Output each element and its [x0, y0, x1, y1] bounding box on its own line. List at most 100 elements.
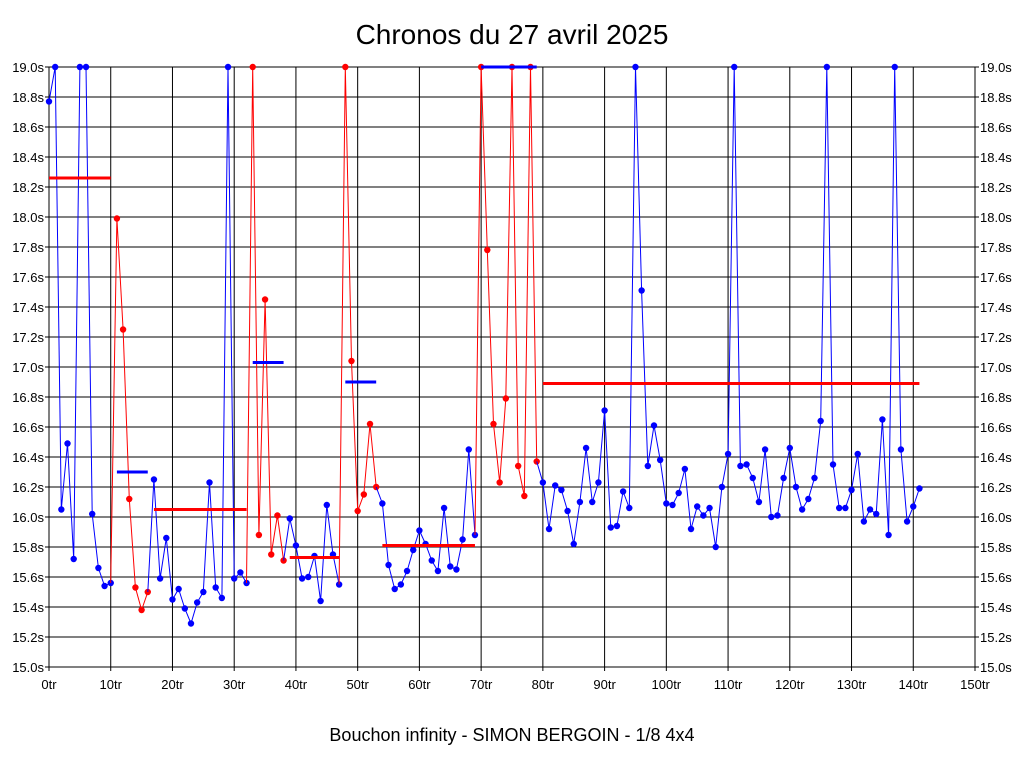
data-point: [163, 534, 170, 542]
data-point: [292, 542, 300, 549]
y-tick-label-right: 17.6s: [980, 270, 1012, 285]
data-point: [89, 510, 96, 518]
data-point: [286, 515, 293, 522]
data-point: [372, 483, 380, 491]
data-point: [743, 461, 750, 468]
y-tick-label-right: 18.6s: [980, 120, 1012, 135]
y-tick-label-right: 15.0s: [980, 660, 1012, 675]
data-point: [51, 63, 59, 71]
data-point: [533, 458, 540, 465]
data-point: [860, 518, 868, 525]
data-point: [193, 599, 201, 606]
data-point: [175, 585, 182, 593]
y-tick-label: 16.8s: [12, 390, 44, 405]
data-point: [156, 575, 164, 582]
x-tick-label: 30tr: [223, 677, 246, 692]
data-point: [416, 527, 423, 534]
y-tick-label: 18.0s: [12, 210, 44, 225]
data-point: [514, 462, 522, 470]
data-point: [298, 575, 306, 582]
data-point: [465, 446, 472, 453]
x-tick-label: 40tr: [285, 677, 308, 692]
data-point: [903, 518, 911, 525]
data-point: [206, 479, 213, 486]
data-point: [403, 567, 411, 575]
data-point: [212, 584, 219, 591]
x-tick-label: 130tr: [837, 677, 867, 692]
data-point: [558, 486, 565, 494]
y-tick-label: 17.8s: [12, 240, 44, 255]
x-tick-label: 80tr: [532, 677, 555, 692]
y-tick-label-right: 16.8s: [980, 390, 1012, 405]
y-tick-label-right: 17.4s: [980, 300, 1012, 315]
data-point: [576, 498, 584, 506]
y-tick-label-right: 17.0s: [980, 360, 1012, 375]
data-point: [255, 531, 263, 539]
data-point: [768, 513, 775, 521]
data-point: [675, 489, 682, 497]
data-point: [342, 63, 349, 71]
data-point: [490, 420, 497, 428]
data-point: [521, 492, 528, 500]
x-tick-label: 150tr: [960, 677, 990, 692]
data-point: [786, 444, 793, 452]
data-point: [817, 417, 824, 425]
data-point: [650, 422, 658, 429]
y-tick-label: 16.2s: [12, 480, 44, 495]
data-point: [854, 450, 861, 458]
y-tick-label: 15.2s: [12, 630, 44, 645]
data-point: [379, 500, 386, 507]
data-point: [354, 507, 361, 515]
series-group: [45, 63, 923, 627]
data-point: [502, 395, 510, 402]
data-point: [570, 540, 577, 548]
data-point: [669, 501, 676, 509]
data-point: [261, 296, 269, 303]
data-point: [706, 504, 713, 512]
data-point: [663, 500, 670, 507]
data-point: [595, 479, 602, 486]
y-tick-label-right: 15.8s: [980, 540, 1012, 555]
data-point: [891, 63, 898, 71]
y-tick-label-right: 19.0s: [980, 60, 1012, 75]
data-point: [848, 486, 855, 494]
data-point: [274, 512, 281, 519]
data-point: [224, 63, 232, 71]
data-point: [280, 557, 287, 564]
data-point: [582, 444, 590, 452]
data-point: [126, 495, 133, 503]
data-point: [761, 446, 769, 453]
data-point: [737, 462, 744, 470]
data-point: [601, 407, 608, 414]
chart-title: Chronos du 27 avril 2025: [356, 19, 669, 50]
data-point: [447, 563, 454, 570]
y-tick-label: 18.2s: [12, 180, 44, 195]
data-point: [45, 98, 53, 105]
x-tick-label: 20tr: [161, 677, 184, 692]
y-tick-label-right: 15.4s: [980, 600, 1012, 615]
data-point: [681, 465, 689, 473]
averages-group: [49, 65, 920, 559]
data-point: [249, 63, 256, 71]
x-tick-label: 60tr: [408, 677, 431, 692]
y-tick-label: 15.6s: [12, 570, 44, 585]
data-point: [823, 63, 831, 71]
y-tick-label-right: 16.4s: [980, 450, 1012, 465]
data-point: [484, 246, 491, 254]
data-point: [619, 488, 627, 495]
x-tick-label: 50tr: [346, 677, 369, 692]
data-point: [70, 555, 77, 563]
data-point: [718, 483, 726, 491]
data-point: [268, 551, 275, 558]
data-point: [798, 506, 806, 513]
data-point: [76, 63, 84, 71]
data-point: [589, 498, 596, 506]
x-tick-label: 110tr: [714, 677, 743, 692]
data-point: [607, 524, 614, 531]
x-tick-label: 10tr: [100, 677, 123, 692]
data-point: [428, 557, 435, 564]
data-point: [885, 531, 892, 539]
data-point: [755, 498, 763, 506]
data-point: [916, 485, 923, 492]
